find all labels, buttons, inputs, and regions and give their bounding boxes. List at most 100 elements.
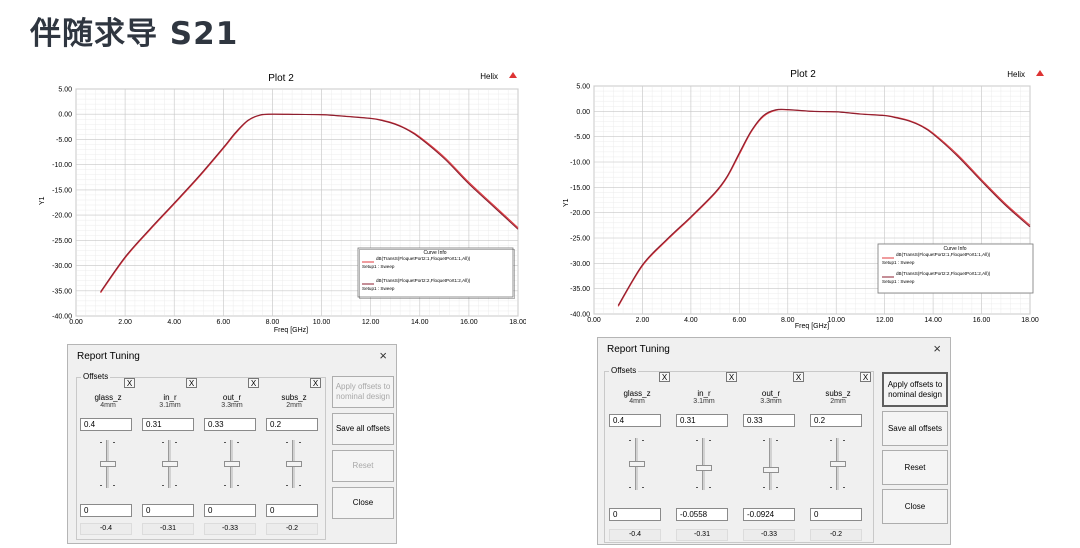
plot-title: Plot 2 (268, 73, 294, 84)
reset-button[interactable]: Reset (882, 450, 948, 485)
offset-input[interactable]: 0 (609, 508, 661, 521)
y-tick-label: -30.00 (570, 261, 590, 268)
slider-tick (843, 440, 845, 441)
remove-param-button[interactable]: X (726, 372, 737, 382)
offset-readout: -0.4 (80, 523, 132, 535)
remove-param-button[interactable]: X (659, 372, 670, 382)
remove-param-button[interactable]: X (793, 372, 804, 382)
step-input[interactable]: 0.2 (810, 414, 862, 427)
plot-brand: Helix (480, 72, 498, 81)
y-tick-label: -20.00 (52, 213, 72, 220)
step-input[interactable]: 0.4 (80, 418, 132, 431)
slider-tick (299, 442, 301, 443)
step-input[interactable]: 0.2 (266, 418, 318, 431)
param-name: out_r (761, 389, 781, 398)
slider-thumb[interactable] (162, 461, 178, 467)
apply-offsets-button[interactable]: Apply offsets to nominal design (332, 376, 394, 408)
offset-input[interactable]: 0 (810, 508, 862, 521)
slider-tick (175, 485, 177, 486)
x-tick-label: 12.00 (876, 317, 894, 324)
offset-input[interactable]: -0.0924 (743, 508, 795, 521)
offset-input[interactable]: 0 (204, 504, 256, 517)
group-label: Offsets (609, 366, 639, 375)
remove-param-button[interactable]: X (248, 378, 259, 388)
close-icon[interactable]: × (379, 348, 387, 363)
slider-thumb[interactable] (224, 461, 240, 467)
remove-param-button[interactable]: X (124, 378, 135, 388)
plot-right: Plot 2 Helix Y1 Freq [GHz] 5.00 0.00 -5.00… (560, 66, 1050, 334)
apply-offsets-button[interactable]: Apply offsets to nominal design (882, 372, 948, 407)
series-line-2[interactable] (100, 113, 519, 293)
x-tick-label: 14.00 (411, 319, 429, 326)
slider-tick (642, 487, 644, 488)
offset-slider[interactable] (218, 440, 244, 488)
offset-slider[interactable] (94, 440, 120, 488)
slider-thumb[interactable] (696, 464, 712, 471)
remove-param-button[interactable]: X (860, 372, 871, 382)
slider-tick (763, 487, 765, 488)
param-name: out_r (222, 393, 242, 402)
offset-input[interactable]: 0 (266, 504, 318, 517)
offset-readout: -0.33 (743, 529, 795, 541)
slider-tick (843, 487, 845, 488)
x-tick-label: 0.00 (69, 319, 83, 326)
slider-tick (237, 485, 239, 486)
legend-entry: dB(TransS(FloquetPort2:1,FloquetPort1:1,… (376, 256, 471, 261)
offset-slider[interactable] (156, 440, 182, 488)
close-button[interactable]: Close (332, 487, 394, 519)
offset-slider[interactable] (623, 438, 649, 490)
close-button[interactable]: Close (882, 489, 948, 524)
offset-readout: -0.4 (609, 529, 661, 541)
offset-slider[interactable] (757, 438, 783, 490)
remove-param-button[interactable]: X (186, 378, 197, 388)
offset-slider[interactable] (690, 438, 716, 490)
series-line-2[interactable] (617, 108, 1031, 306)
slider-track (769, 438, 772, 490)
offset-slider[interactable] (280, 440, 306, 488)
x-tick-label: 16.00 (973, 317, 991, 324)
remove-param-button[interactable]: X (310, 378, 321, 388)
slider-tick (830, 440, 832, 441)
slider-thumb[interactable] (286, 461, 302, 467)
step-input[interactable]: 0.31 (676, 414, 728, 427)
curve-info-legend[interactable]: Curve Info dB(TransS(FloquetPort2:1,Floq… (877, 243, 1034, 294)
legend-entry: dB(TransS(FloquetPort2:1,FloquetPort1:1,… (896, 252, 991, 257)
close-icon[interactable]: × (933, 341, 941, 356)
offset-slider[interactable] (824, 438, 850, 490)
step-input[interactable]: 0.4 (609, 414, 661, 427)
slider-thumb[interactable] (763, 467, 779, 474)
y-tick-label: -15.00 (570, 185, 590, 192)
offset-input[interactable]: -0.0558 (676, 508, 728, 521)
legend-entry-setup: Setup1 : Sweep (882, 260, 915, 265)
slider-thumb[interactable] (100, 461, 116, 467)
slider-track (702, 438, 705, 490)
param-nominal-value: 2mm (830, 398, 846, 405)
slider-thumb[interactable] (629, 461, 645, 467)
y-tick-label: 5.00 (576, 84, 590, 91)
x-tick-label: 4.00 (684, 317, 698, 324)
x-tick-label: 6.00 (733, 317, 747, 324)
offset-input[interactable]: 0 (142, 504, 194, 517)
slider-tick (100, 485, 102, 486)
slider-tick (237, 442, 239, 443)
curve-info-legend[interactable]: Curve Info dB(TransS(FloquetPort2:1,Floq… (357, 247, 515, 299)
slider-thumb[interactable] (830, 461, 846, 467)
slide-title: 伴随求导 S21 (30, 16, 239, 52)
step-input[interactable]: 0.33 (743, 414, 795, 427)
reset-button[interactable]: Reset (332, 450, 394, 482)
x-tick-label: 0.00 (587, 317, 601, 324)
y-tick-label: -20.00 (570, 210, 590, 217)
offset-input[interactable]: 0 (80, 504, 132, 517)
param-nominal-value: 3.1mm (693, 398, 715, 405)
slider-tick (162, 485, 164, 486)
save-all-offsets-button[interactable]: Save all offsets (332, 413, 394, 445)
save-all-offsets-button[interactable]: Save all offsets (882, 411, 948, 446)
step-input[interactable]: 0.33 (204, 418, 256, 431)
step-input[interactable]: 0.31 (142, 418, 194, 431)
group-label: Offsets (81, 372, 111, 381)
